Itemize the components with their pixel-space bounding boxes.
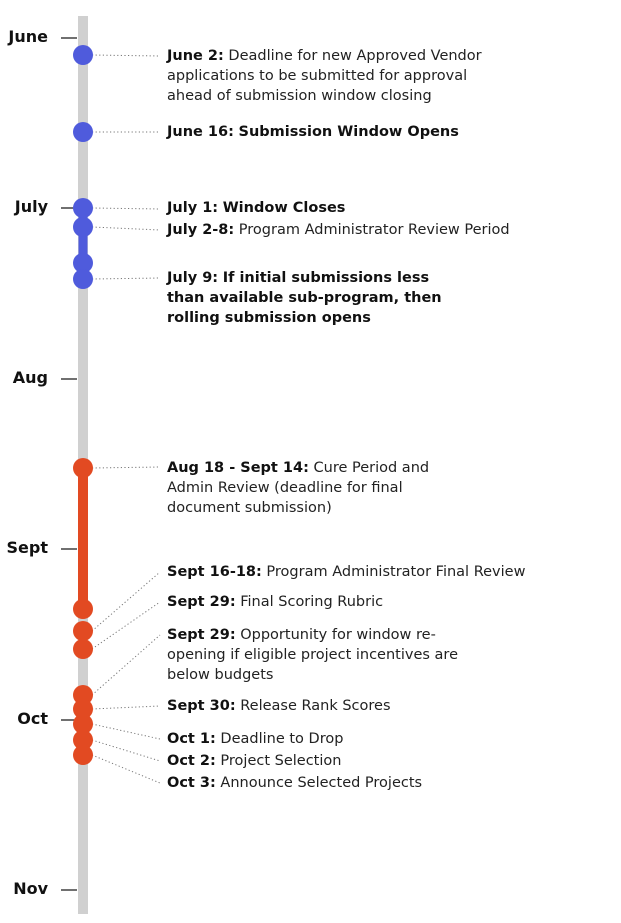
event-aug-18-sept-14: Aug 18 - Sept 14: Cure Period and Admin …: [167, 460, 430, 516]
milestone-dot-orange: [73, 699, 93, 719]
milestone-dot-blue: [73, 45, 93, 65]
connector-line: [91, 207, 161, 210]
milestone-dot-blue: [73, 198, 93, 218]
event-sept-29-rubric: Sept 29: Final Scoring Rubric: [167, 594, 384, 610]
month-label-sept: Sept: [6, 538, 48, 557]
event-june-16: June 16: Submission Window Opens: [167, 124, 459, 140]
connector-line: [91, 705, 161, 710]
month-label-aug: Aug: [12, 368, 48, 387]
connector-line: [91, 466, 161, 469]
milestone-dot-orange: [73, 458, 93, 478]
connector-line: [91, 723, 161, 740]
milestone-dot-orange: [73, 730, 93, 750]
event-july-1: July 1: Window Closes: [167, 200, 346, 216]
event-sept-30: Sept 30: Release Rank Scores: [167, 698, 391, 714]
connector-line: [91, 601, 161, 650]
connector-line: [91, 754, 161, 784]
milestone-dot-orange: [73, 621, 93, 641]
event-july-2-8: July 2-8: Program Administrator Review P…: [167, 222, 510, 238]
milestone-dot-blue: [73, 122, 93, 142]
event-sept-29-reopening: Sept 29: Opportunity for window re-openi…: [167, 627, 458, 683]
milestone-dot-orange: [73, 639, 93, 659]
milestone-dot-blue: [73, 253, 93, 273]
milestone-dot-blue: [73, 217, 93, 237]
event-oct-1: Oct 1: Deadline to Drop: [167, 731, 344, 747]
range-bar-cure-period: [78, 468, 88, 609]
month-label-june: June: [8, 27, 48, 46]
milestone-dot-blue: [73, 269, 93, 289]
month-label-nov: Nov: [13, 879, 48, 898]
milestone-dot-orange: [73, 599, 93, 619]
milestone-dot-orange: [73, 745, 93, 765]
month-label-july: July: [14, 197, 48, 216]
connector-line: [91, 739, 161, 762]
milestone-dot-orange: [73, 685, 93, 705]
event-july-9: July 9: If initial submissions less than…: [167, 270, 442, 326]
connector-line: [91, 277, 161, 280]
event-june-2: June 2: Deadline for new Approved Vendor…: [167, 48, 482, 104]
connector-line: [91, 571, 161, 632]
event-oct-3: Oct 3: Announce Selected Projects: [167, 775, 423, 791]
event-sept-16-18: Sept 16-18: Program Administrator Final …: [167, 564, 526, 580]
connector-line: [91, 226, 161, 231]
month-label-oct: Oct: [17, 709, 48, 728]
milestone-dot-orange: [73, 714, 93, 734]
event-oct-2: Oct 2: Project Selection: [167, 753, 342, 769]
connector-line: [91, 54, 161, 57]
connector-line: [91, 634, 161, 696]
